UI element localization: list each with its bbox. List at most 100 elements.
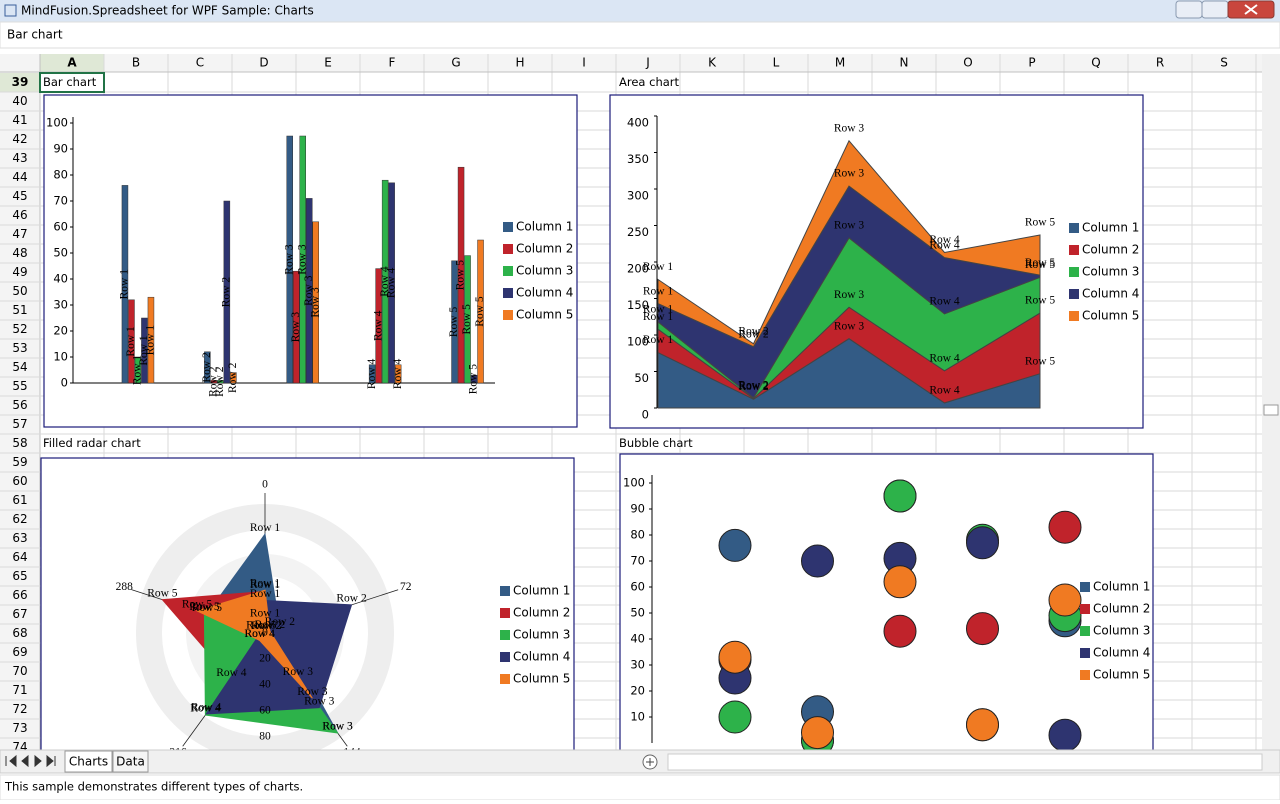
row-header[interactable]: 41 (12, 113, 27, 127)
row-header[interactable]: 73 (12, 721, 27, 735)
row-header[interactable]: 42 (12, 132, 27, 146)
tab[interactable] (112, 750, 149, 773)
tab-label[interactable]: Data (116, 755, 145, 769)
data-label: Row 4 (929, 352, 960, 364)
row-header[interactable]: 40 (12, 94, 27, 108)
legend-swatch (1069, 311, 1079, 321)
row-header[interactable]: 39 (12, 75, 29, 89)
row-header[interactable]: 74 (12, 740, 27, 754)
column-header[interactable]: F (389, 56, 396, 70)
data-label: Row 1 (145, 325, 157, 356)
data-label: Row 1 (643, 334, 674, 346)
row-header[interactable]: 62 (12, 512, 27, 526)
row-header[interactable]: 71 (12, 683, 27, 697)
row-header[interactable]: 50 (12, 284, 27, 298)
y-tick-label: 20 (53, 324, 68, 338)
row-header[interactable]: 46 (12, 208, 27, 222)
row-header[interactable]: 61 (12, 493, 27, 507)
cell-text[interactable]: Area chart (619, 75, 680, 89)
angle-label: 0 (262, 479, 268, 491)
column-header[interactable]: R (1156, 56, 1164, 70)
column-header[interactable]: B (132, 56, 140, 70)
data-label: Row 3 (297, 686, 328, 698)
row-header[interactable]: 67 (12, 607, 27, 621)
data-label: Row 3 (303, 275, 315, 306)
bar (394, 364, 402, 384)
column-header[interactable]: O (963, 56, 972, 70)
formula-bar[interactable] (0, 21, 1280, 49)
row-header[interactable]: 65 (12, 569, 27, 583)
maximize-button[interactable] (1201, 0, 1229, 19)
vertical-scrollbar[interactable] (1262, 54, 1280, 750)
tab-nav[interactable] (5, 754, 56, 768)
data-label: Row 4 (929, 295, 960, 307)
data-label: Row 2 (738, 379, 769, 391)
column-header[interactable]: I (582, 56, 586, 70)
column-header[interactable]: S (1220, 56, 1228, 70)
row-header[interactable]: 51 (12, 303, 27, 317)
column-header[interactable]: P (1028, 56, 1035, 70)
column-header[interactable]: N (900, 56, 909, 70)
bubble (1048, 718, 1082, 750)
row-header[interactable]: 72 (12, 702, 27, 716)
cell-text[interactable]: Filled radar chart (43, 436, 141, 450)
horizontal-scrollbar[interactable] (667, 753, 1263, 771)
row-header[interactable]: 49 (12, 265, 27, 279)
column-header[interactable]: L (773, 56, 780, 70)
row-header[interactable]: 44 (12, 170, 27, 184)
row-header[interactable]: 45 (12, 189, 27, 203)
column-header[interactable]: H (515, 56, 524, 70)
y-tick-label: 50 (53, 246, 68, 260)
legend-label: Column 2 (513, 606, 570, 620)
legend-label: Column 3 (516, 264, 573, 278)
data-label: Row 5 (1025, 259, 1056, 271)
row-header[interactable]: 57 (12, 417, 27, 431)
legend-swatch (503, 310, 513, 320)
cell-text[interactable]: Bubble chart (619, 436, 693, 450)
column-header[interactable]: D (259, 56, 268, 70)
column-header[interactable]: M (835, 56, 845, 70)
row-header[interactable]: 48 (12, 246, 27, 260)
data-label: Row 4 (379, 266, 391, 297)
y-tick-label: 0 (61, 376, 68, 390)
column-header[interactable]: C (196, 56, 204, 70)
row-header[interactable]: 66 (12, 588, 27, 602)
row-header[interactable]: 58 (12, 436, 27, 450)
add-icon (646, 758, 654, 766)
column-header[interactable]: Q (1091, 56, 1100, 70)
row-header[interactable]: 70 (12, 664, 27, 678)
y-tick-label: 90 (630, 502, 645, 516)
column-header[interactable]: E (324, 56, 332, 70)
data-label: Row 2 (336, 593, 367, 605)
row-header[interactable]: 56 (12, 398, 27, 412)
row-header[interactable]: 69 (12, 645, 27, 659)
scroll-thumb[interactable] (1263, 404, 1279, 416)
row-header[interactable]: 43 (12, 151, 27, 165)
y-tick-label: 400 (627, 116, 649, 130)
row-header[interactable]: 47 (12, 227, 27, 241)
row-header[interactable]: 52 (12, 322, 27, 336)
row-header[interactable]: 60 (12, 474, 27, 488)
row-header-bar (0, 54, 40, 750)
tab-label[interactable]: Charts (69, 755, 108, 769)
legend-label: Column 4 (516, 286, 573, 300)
cell-text[interactable]: Bar chart (43, 75, 97, 89)
tab-active[interactable] (64, 750, 113, 773)
column-header[interactable]: K (708, 56, 717, 70)
row-header[interactable]: 68 (12, 626, 27, 640)
row-header[interactable]: 59 (12, 455, 27, 469)
data-label: Row 3 (309, 287, 321, 318)
column-header[interactable]: A (67, 56, 77, 70)
row-header[interactable]: 64 (12, 550, 27, 564)
legend-swatch (1069, 267, 1079, 277)
row-header[interactable]: 53 (12, 341, 27, 355)
minimize-button[interactable] (1175, 0, 1203, 19)
row-header[interactable]: 55 (12, 379, 27, 393)
column-header-bar (0, 54, 1262, 72)
column-header[interactable]: G (451, 56, 460, 70)
row-header[interactable]: 54 (12, 360, 27, 374)
row-header[interactable]: 63 (12, 531, 27, 545)
column-header[interactable]: J (645, 56, 650, 70)
radar-area (195, 589, 313, 699)
